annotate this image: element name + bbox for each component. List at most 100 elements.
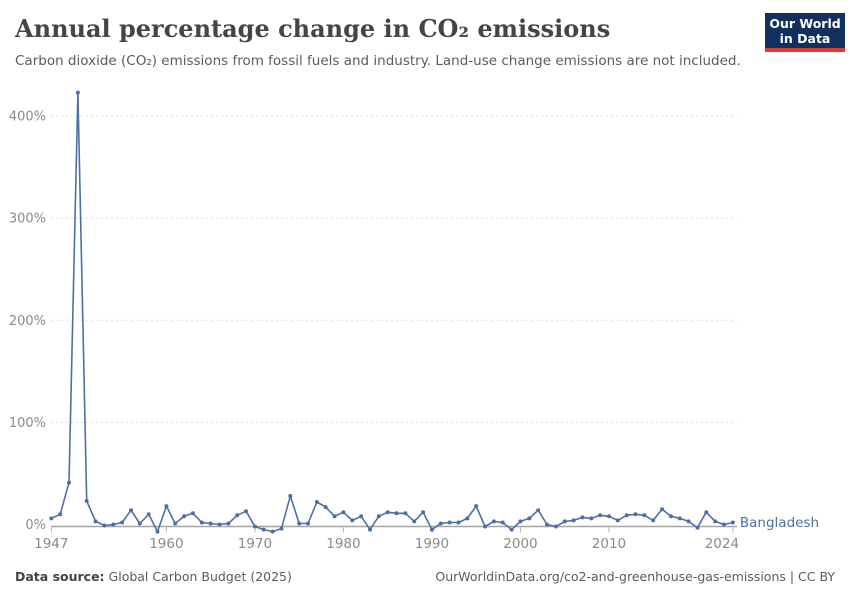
data-point-1970	[252, 524, 257, 529]
data-point-1991	[438, 521, 443, 526]
chart-subtitle: Carbon dioxide (CO₂) emissions from foss…	[15, 53, 741, 69]
data-point-2000	[518, 519, 523, 524]
y-axis-tick-label: 100%	[9, 416, 46, 431]
entity-label[interactable]: Bangladesh	[740, 515, 819, 531]
data-point-1986	[394, 511, 399, 516]
data-point-1985	[385, 510, 390, 515]
page-title: Annual percentage change in CO₂ emission…	[15, 14, 611, 43]
data-point-1975	[297, 521, 302, 526]
footer-citation-link[interactable]: OurWorldinData.org/co2-and-greenhouse-ga…	[435, 569, 835, 584]
data-point-2005	[562, 519, 567, 524]
x-axis-tick-label: 2024	[705, 536, 739, 552]
data-point-1962	[182, 514, 187, 519]
data-point-1987	[403, 511, 408, 516]
data-point-2004	[553, 524, 558, 529]
data-point-1952	[93, 519, 98, 524]
data-point-1964	[199, 520, 204, 525]
data-point-1953	[102, 523, 107, 528]
x-axis-tick-label: 2010	[592, 536, 626, 552]
data-point-1972	[270, 529, 275, 534]
data-point-1969	[244, 509, 248, 514]
data-point-1994	[465, 516, 470, 521]
data-point-1981	[350, 518, 355, 523]
data-point-1958	[146, 512, 151, 517]
data-point-2015	[651, 518, 656, 523]
data-source-value: Global Carbon Budget (2025)	[104, 569, 292, 584]
data-point-1963	[190, 511, 195, 516]
data-point-2017	[668, 514, 673, 519]
data-point-1974	[288, 493, 293, 498]
data-point-1971	[261, 527, 266, 532]
data-point-1968	[235, 513, 240, 518]
x-axis-tick-label: 2000	[503, 536, 537, 552]
data-point-1954	[111, 522, 116, 527]
data-point-1948	[58, 512, 63, 517]
data-point-1984	[376, 514, 381, 519]
data-point-2021	[704, 510, 709, 515]
data-point-1990	[429, 527, 434, 532]
data-point-1983	[368, 527, 372, 532]
data-point-2023	[722, 522, 726, 527]
data-point-1960	[164, 504, 169, 509]
data-point-1957	[137, 521, 142, 526]
data-point-1979	[332, 514, 337, 519]
data-point-2011	[615, 518, 620, 523]
data-point-2020	[695, 525, 700, 530]
data-source-label: Data source:	[15, 569, 105, 584]
data-point-1999	[509, 527, 514, 532]
x-axis-tick-label: 1990	[415, 536, 449, 552]
data-point-1997	[491, 519, 496, 524]
data-point-1973	[279, 526, 284, 531]
data-point-2008	[589, 516, 594, 521]
data-point-2002	[536, 508, 541, 513]
owid-logo-line1: Our World	[769, 15, 841, 31]
data-point-2018	[677, 516, 682, 521]
chart-footer: Data source: Global Carbon Budget (2025)…	[15, 569, 835, 587]
data-point-1967	[226, 521, 231, 526]
y-axis-tick-label: 400%	[9, 110, 46, 125]
data-point-1966	[217, 522, 222, 527]
data-point-2012	[624, 513, 629, 518]
data-point-1982	[359, 514, 364, 519]
data-point-2022	[713, 519, 718, 524]
data-point-1988	[412, 519, 417, 524]
data-point-1965	[208, 521, 213, 526]
data-point-1998	[500, 520, 505, 525]
data-source: Data source: Global Carbon Budget (2025)	[15, 569, 292, 587]
data-point-1989	[421, 510, 426, 515]
data-point-2010	[607, 514, 611, 519]
data-point-1995	[474, 504, 479, 509]
y-axis-tick-label: 0%	[25, 518, 46, 533]
data-point-2007	[580, 515, 585, 520]
data-point-1961	[173, 521, 178, 526]
data-point-1950	[75, 90, 80, 95]
data-point-1977	[314, 500, 319, 504]
owid-logo[interactable]: Our World in Data	[765, 13, 845, 52]
data-point-1978	[323, 505, 328, 510]
y-axis-tick-label: 300%	[9, 212, 46, 227]
data-point-1992	[447, 520, 452, 525]
data-point-1947	[49, 516, 54, 521]
data-point-2006	[571, 518, 576, 523]
x-axis-tick-label: 1980	[326, 536, 360, 552]
data-point-1951	[84, 499, 89, 503]
x-axis-tick-label: 1960	[149, 536, 183, 552]
data-point-2003	[545, 522, 549, 527]
data-point-2019	[686, 519, 691, 524]
data-point-2009	[598, 513, 603, 518]
data-point-2024	[730, 520, 735, 525]
data-line	[50, 91, 734, 533]
data-point-2013	[633, 512, 638, 517]
data-point-2016	[660, 507, 665, 512]
data-point-2014	[642, 513, 647, 518]
data-point-1955	[120, 520, 125, 525]
data-point-1996	[483, 524, 487, 529]
owid-logo-line2: in Data	[779, 30, 831, 46]
data-point-1959	[155, 529, 160, 534]
data-point-1993	[456, 520, 461, 525]
data-point-1976	[306, 521, 310, 526]
data-point-2001	[527, 516, 532, 521]
y-axis-tick-label: 200%	[9, 314, 46, 329]
